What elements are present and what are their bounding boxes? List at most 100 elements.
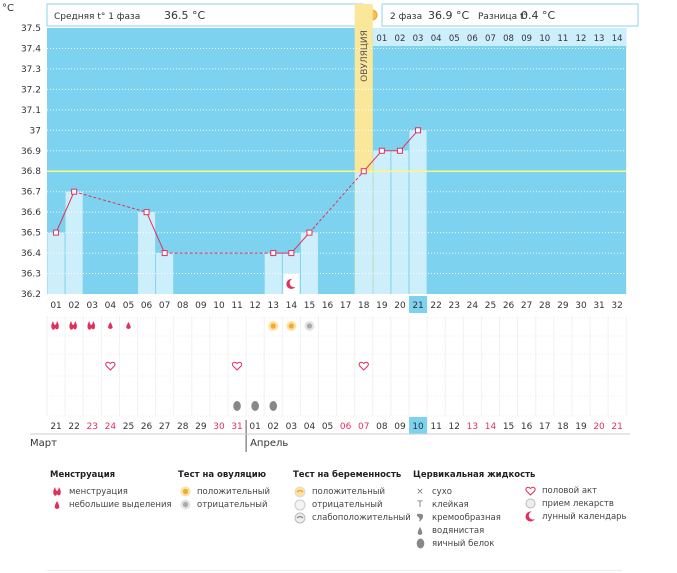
plot-overlay [53, 127, 422, 257]
calendar-date-label: 11 [430, 422, 441, 432]
y-axis-unit: °C [2, 3, 14, 14]
pill-icon [525, 498, 535, 509]
legend-menstruation-item: менструация [69, 486, 128, 497]
cycle-day-label: 16 [322, 301, 334, 311]
legend-other: половой акт прием лекарств лунный календ… [523, 484, 627, 523]
legend-ovtest-positive: положительный [197, 486, 270, 497]
pregnancy-weak-icon [294, 512, 306, 523]
month-label-march: Март [30, 438, 57, 449]
calendar-date-label: 02 [268, 422, 279, 432]
cycle-day-label: 09 [195, 301, 207, 311]
ovulation-label: ОВУЛЯЦИЯ [360, 30, 370, 82]
calendar-date-label: 19 [575, 422, 587, 432]
temperature-bar [300, 232, 318, 294]
cycle-day-label: 21 [412, 301, 423, 311]
egg-white-icon [233, 401, 241, 411]
plot-area: 37.5 37.4 37.3 37.2 37.1 37 36.9 36.8 36.7 36.6 36… [21, 4, 631, 452]
phase2-value: 36.9 °C [428, 9, 469, 22]
calendar-date-label: 30 [213, 422, 225, 432]
calendar-date-label: 09 [394, 422, 406, 432]
cycle-day-label: 15 [304, 301, 315, 311]
temperature-line [74, 191, 147, 213]
calendar-date-label: 15 [503, 422, 514, 432]
light-spotting-icon [108, 322, 113, 329]
pregnancy-positive-icon [294, 486, 306, 497]
calendar-date-label: 20 [593, 422, 605, 432]
temperature-point [378, 147, 385, 154]
cycle-day-label: 22 [430, 301, 441, 311]
highlight-date-cell [409, 417, 428, 434]
temperature-point [306, 229, 313, 236]
calendar-date-label: 07 [358, 422, 369, 432]
legend-fluid-dry: сухо [432, 486, 452, 497]
legend-spotting-item: небольшие выделения [69, 499, 172, 510]
legend-preg-negative: отрицательный [312, 499, 383, 510]
phase2-day-label: 01 [376, 34, 387, 44]
calendar-date-label: 12 [449, 422, 460, 432]
temperature-line [309, 170, 365, 233]
cycle-day-label: 20 [394, 301, 406, 311]
cycle-day-label: 32 [611, 301, 622, 311]
calendar-date-label: 16 [521, 422, 533, 432]
cycle-day-label: 26 [503, 301, 515, 311]
cycle-day-label: 17 [340, 301, 351, 311]
calendar-date-label: 21 [611, 422, 622, 432]
intercourse-heart-icon [524, 486, 536, 496]
temperature-bar [47, 232, 65, 294]
cycle-day-label: 05 [123, 301, 134, 311]
phase2-day-label: 08 [503, 34, 514, 44]
calendar-date-label: 25 [123, 422, 134, 432]
temperature-line [146, 211, 166, 254]
legend-fluid-eggwhite: яичный белок [432, 538, 495, 549]
temperature-point [71, 188, 78, 195]
calendar-date-label: 31 [231, 422, 242, 432]
watery-icon [417, 526, 423, 535]
temperature-point [360, 168, 367, 175]
y-tick-label: 36.8 [21, 167, 41, 177]
phase2-label: 2 фаза [390, 12, 422, 22]
calendar-date-label: 14 [485, 422, 497, 432]
temperature-point [288, 250, 295, 257]
y-tick-label: 36.9 [21, 147, 41, 157]
y-tick-label: 36.5 [21, 229, 41, 239]
cycle-day-label: 03 [87, 301, 98, 311]
ovulation-test-positive-icon [288, 323, 294, 329]
phase2-day-label: 11 [557, 34, 568, 44]
y-tick-label: 36.7 [21, 188, 41, 198]
legend-fluid-title: Цервикальная жидкость [413, 470, 536, 480]
temperature-line [399, 129, 419, 152]
calendar-date-label: 22 [68, 422, 79, 432]
diff-value: 0.4 °C [521, 9, 555, 22]
y-tick-label: 36.2 [21, 290, 41, 300]
calendar-date-label: 26 [141, 422, 153, 432]
temperature-point [161, 250, 168, 257]
calendar-date-label: 29 [195, 422, 207, 432]
temperature-line [363, 150, 383, 172]
legend-fluid-creamy: кремообразная [432, 512, 501, 523]
cycle-day-label: 08 [177, 301, 189, 311]
y-tick-label: 37.4 [21, 44, 41, 54]
temperature-point [53, 229, 60, 236]
temperature-bar [391, 150, 409, 294]
cycle-day-label: 11 [231, 301, 242, 311]
ovulation-test-positive-icon [180, 486, 190, 497]
calendar-date-label: 06 [340, 422, 352, 432]
temperature-bar [355, 171, 373, 294]
y-tick-label: 36.4 [21, 249, 41, 259]
cycle-day-label: 25 [485, 301, 496, 311]
cycle-day-label: 31 [593, 301, 604, 311]
moon-icon [289, 278, 299, 288]
menstruation-icon [51, 321, 59, 330]
phase2-day-label: 06 [467, 34, 478, 44]
temperature-bar [373, 150, 391, 294]
legend-fluid-watery: водянистая [432, 525, 485, 536]
menstruation-icon [87, 321, 96, 330]
y-tick-label: 37.2 [21, 85, 41, 95]
cycle-day-label: 07 [159, 301, 170, 311]
legend-ovulation-title: Тест на овуляцию [178, 470, 267, 480]
sticky-icon: Т [417, 499, 423, 510]
temperature-bar [409, 130, 427, 294]
phase2-header-row [372, 28, 627, 46]
legend-medication: прием лекарств [542, 498, 614, 509]
calendar-date-label: 18 [557, 422, 569, 432]
